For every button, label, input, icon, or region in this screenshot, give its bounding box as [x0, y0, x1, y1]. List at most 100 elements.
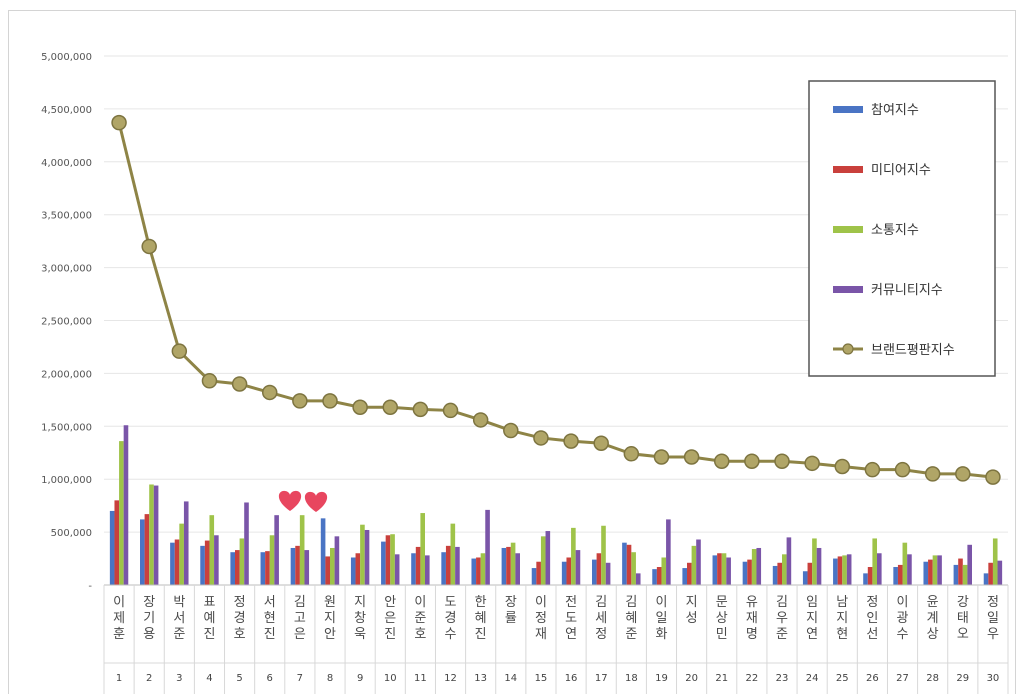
x-rank-label: 3 [176, 673, 182, 684]
x-tick-label-char: 남 [836, 595, 848, 610]
bar [575, 550, 581, 585]
x-tick-label-char: 혜 [625, 611, 637, 626]
x-tick-label-char: 우 [987, 627, 999, 642]
x-tick-label-char: 예 [203, 611, 215, 626]
legend-entry-label: 미디어지수 [871, 163, 931, 178]
x-tick-label-char: 문 [716, 595, 728, 610]
line-point [864, 461, 881, 478]
y-tick-label: 2,500,000 [41, 317, 92, 328]
bar [420, 513, 425, 585]
x-tick-label-char: 도 [565, 611, 577, 626]
bar [200, 545, 205, 585]
y-tick-label: 1,500,000 [41, 422, 92, 433]
bar [536, 561, 541, 585]
x-tick-label-char: 혜 [475, 611, 487, 626]
line-point [744, 453, 760, 469]
x-tick-label-char: 준 [776, 627, 788, 642]
bar [390, 534, 395, 585]
bar [962, 564, 968, 585]
heart-icon [278, 490, 302, 511]
bar [394, 554, 400, 585]
x-tick-label-char: 준 [625, 627, 637, 642]
x-rank-label: 2 [146, 673, 152, 684]
bar [958, 558, 963, 585]
bar [802, 571, 808, 585]
x-rank-label: 14 [504, 673, 517, 684]
x-tick-label-char: 임 [806, 595, 818, 610]
bar [510, 542, 516, 585]
bar [631, 552, 636, 585]
bar [988, 562, 993, 585]
bar [666, 519, 671, 585]
bar [239, 538, 245, 585]
bar [450, 523, 456, 585]
y-tick-label: 5,000,000 [41, 52, 92, 63]
bar [622, 542, 627, 585]
x-tick-label-char: 창 [354, 611, 366, 626]
x-rank-label: 7 [297, 673, 303, 684]
x-tick-label-char: 서 [264, 595, 276, 610]
bar [897, 564, 903, 585]
bar [932, 555, 938, 585]
legend-entry-label: 브랜드평판지수 [871, 343, 955, 358]
bar [837, 556, 843, 585]
legend-swatch [833, 166, 863, 173]
x-tick-label-char: 장 [505, 595, 517, 610]
bar [742, 561, 748, 585]
bar [807, 562, 813, 585]
bar [114, 500, 120, 585]
line-point [382, 399, 399, 416]
x-tick-label-char: 명 [746, 627, 758, 642]
bar [928, 559, 933, 585]
x-tick-label-char: 성 [686, 611, 698, 626]
bar [726, 557, 731, 585]
y-tick-label: 4,000,000 [41, 158, 92, 169]
x-tick-label-char: 한 [475, 595, 487, 610]
line-point [261, 384, 278, 401]
line-point [894, 461, 911, 478]
bar [485, 509, 490, 585]
x-tick-label-char: 제 [113, 611, 125, 626]
bar [561, 561, 567, 585]
bar [214, 535, 219, 585]
bar [140, 519, 145, 585]
x-tick-label-char: 은 [384, 611, 396, 626]
x-tick-label-char: 박 [173, 595, 185, 610]
x-rank-label: 15 [535, 673, 548, 684]
bar [626, 544, 632, 585]
x-tick-label-char: 재 [535, 627, 547, 642]
x-tick-label-char: 훈 [113, 627, 125, 642]
line-point [472, 412, 489, 428]
x-tick-label-char: 경 [445, 611, 457, 626]
bar [179, 523, 184, 585]
x-rank-label: 11 [414, 673, 427, 684]
bar [902, 542, 908, 585]
bar [425, 555, 430, 585]
x-tick-label-char: 지 [354, 595, 366, 610]
line-point [231, 376, 248, 392]
bar [304, 550, 310, 585]
brand-index-line [111, 114, 1001, 485]
bar [385, 535, 391, 585]
x-rank-label: 5 [236, 673, 242, 684]
x-tick-label-char: 진 [203, 627, 215, 642]
y-tick-label: 2,000,000 [41, 369, 92, 380]
bar [747, 559, 752, 585]
bar [295, 545, 300, 585]
bar [545, 531, 551, 585]
bar [717, 553, 722, 585]
x-axis: 이제훈1장기용2박서준3표예진4정경호5서현진6김고은7원지안8지창욱9안은진1… [103, 584, 1009, 694]
bar [204, 540, 210, 585]
bar [863, 573, 868, 585]
bar [923, 561, 929, 585]
bar [183, 501, 189, 585]
line-point [412, 401, 429, 418]
x-rank-label: 26 [866, 673, 879, 684]
bar [209, 515, 215, 585]
line-point [804, 455, 820, 472]
legend-swatch [833, 226, 863, 233]
x-tick-label-char: 은 [294, 627, 306, 642]
